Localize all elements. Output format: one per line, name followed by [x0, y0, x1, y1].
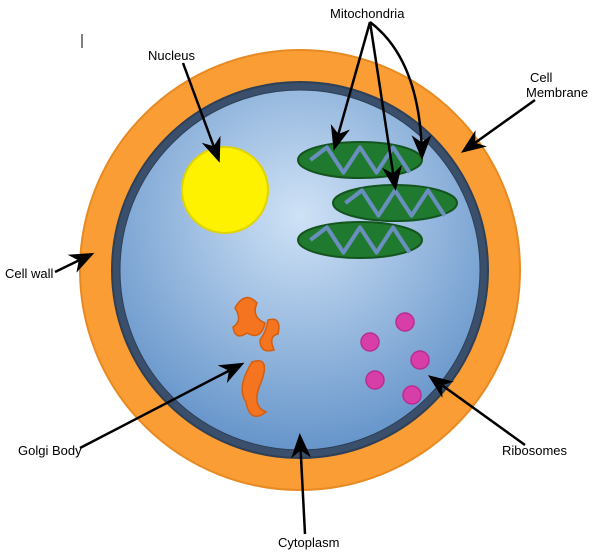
- mitochondrion: [298, 142, 422, 178]
- label-nucleus: Nucleus: [148, 48, 195, 63]
- ribosome: [411, 351, 429, 369]
- mitochondrion: [333, 185, 457, 221]
- label-ribosomes: Ribosomes: [502, 443, 568, 458]
- label-cell_wall: Cell wall: [5, 266, 54, 281]
- arrow-cell_membrane: [465, 100, 535, 150]
- nucleus: [182, 147, 268, 233]
- ribosome: [396, 313, 414, 331]
- mitochondrion: [298, 222, 422, 258]
- ribosome: [366, 371, 384, 389]
- cytoplasm: [120, 90, 480, 450]
- label-mitochondria: Mitochondria: [330, 6, 405, 21]
- ribosome: [403, 386, 421, 404]
- label-cell_membrane: Cell: [530, 70, 553, 85]
- cell-diagram: Nucleus Mitochondria CellMembrane Cell wall…: [0, 0, 605, 555]
- label-cytoplasm: Cytoplasm: [278, 535, 339, 550]
- label-cell_membrane2: Membrane: [526, 85, 588, 100]
- ribosome: [361, 333, 379, 351]
- label-golgi: Golgi Body: [18, 443, 82, 458]
